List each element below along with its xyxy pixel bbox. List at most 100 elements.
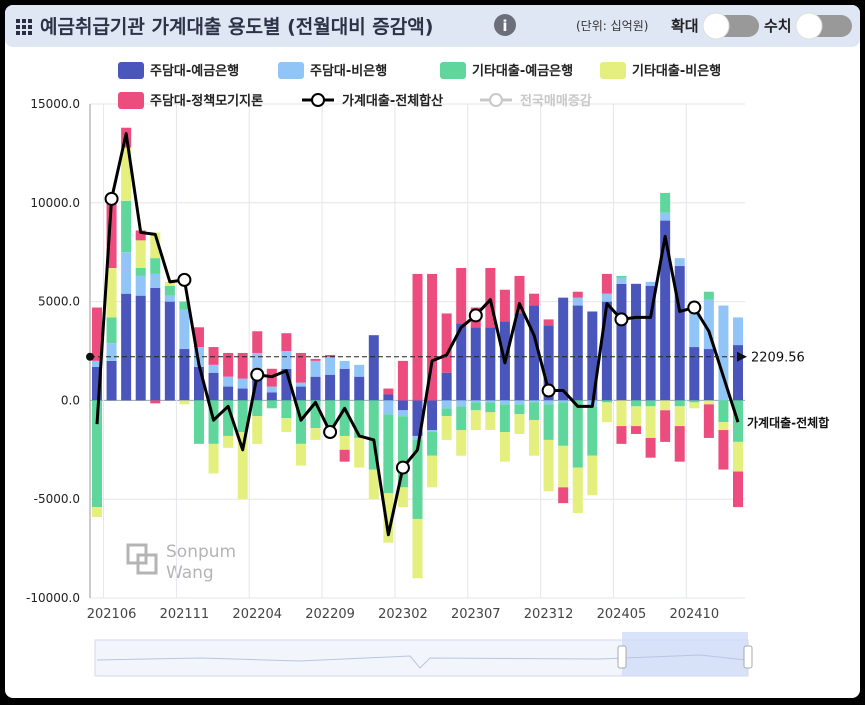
bar xyxy=(645,437,656,458)
x-tick-label: 202111 xyxy=(160,607,210,622)
bar xyxy=(164,281,175,286)
reference-dot xyxy=(86,352,94,361)
toggle-knob xyxy=(795,12,823,40)
legend-item[interactable]: 기타대출-비은행 xyxy=(600,62,721,79)
line xyxy=(95,132,740,537)
bar xyxy=(499,432,510,462)
bar xyxy=(587,406,598,456)
legend-swatch xyxy=(118,62,144,79)
bar xyxy=(150,232,161,259)
bar xyxy=(223,400,234,436)
bar xyxy=(558,445,569,488)
bar xyxy=(237,378,248,389)
point-marker xyxy=(323,425,338,440)
legend-item[interactable]: 가계대출-전체합산 xyxy=(302,93,443,109)
unit: (단위: 십억원) xyxy=(576,19,648,33)
bar xyxy=(645,406,656,438)
x-tick-label: 202405 xyxy=(597,607,647,622)
menu-icon[interactable] xyxy=(16,19,32,35)
bar xyxy=(295,382,306,387)
bar xyxy=(572,400,583,468)
bar xyxy=(412,400,423,436)
bar xyxy=(529,402,540,421)
bar xyxy=(325,354,336,357)
bar xyxy=(733,345,743,401)
point-marker xyxy=(104,191,119,206)
bar xyxy=(601,293,612,302)
bar xyxy=(208,372,219,401)
bar xyxy=(703,291,714,300)
bar xyxy=(135,275,146,296)
legend-label: 가계대출-전체합산 xyxy=(342,93,443,109)
bar xyxy=(470,400,481,403)
legend-label: 전국매매증감 xyxy=(520,93,592,109)
bar xyxy=(733,441,743,472)
bar xyxy=(223,386,234,401)
bar xyxy=(529,420,540,456)
point-marker xyxy=(250,367,265,382)
bar xyxy=(295,400,306,444)
bar xyxy=(121,252,132,294)
bar xyxy=(689,347,700,401)
x-tick-label: 202410 xyxy=(669,607,719,622)
bar xyxy=(92,360,102,367)
y-tick-label: 5000.0 xyxy=(38,295,80,309)
bar xyxy=(135,295,146,401)
bar xyxy=(601,273,612,294)
bar xyxy=(150,273,161,288)
bar xyxy=(92,366,102,401)
info-icon[interactable] xyxy=(494,14,516,36)
point-marker xyxy=(468,308,483,323)
bar xyxy=(339,400,350,436)
bar xyxy=(135,240,146,269)
legend-swatch xyxy=(489,93,503,107)
y-tick-label: 15000.0 xyxy=(30,97,80,111)
bar xyxy=(703,349,714,401)
bar xyxy=(281,400,292,419)
point-marker xyxy=(614,312,629,327)
bar xyxy=(616,426,627,444)
legend-item[interactable]: 전국매매증감 xyxy=(480,93,592,109)
bar xyxy=(266,392,277,401)
y-tick-label: -5000.0 xyxy=(34,492,80,506)
legend-item[interactable]: 주담대-예금은행 xyxy=(118,62,239,79)
bar xyxy=(703,404,714,438)
bar xyxy=(164,301,175,401)
bar xyxy=(252,352,263,373)
bar xyxy=(179,349,190,401)
bar xyxy=(674,426,685,462)
navigator[interactable] xyxy=(94,632,753,677)
bar xyxy=(106,268,117,318)
bar xyxy=(645,400,656,407)
bar xyxy=(368,400,379,470)
bar xyxy=(543,404,554,440)
legend-swatch xyxy=(311,93,325,107)
bar xyxy=(310,400,321,429)
bar xyxy=(587,455,598,496)
bar xyxy=(587,311,598,401)
title: 예금취급기관 가계대출 용도별 (전월대비 증감액) xyxy=(40,16,433,38)
bar xyxy=(572,467,583,514)
bar xyxy=(499,289,510,322)
bar xyxy=(601,400,612,403)
bar xyxy=(427,273,438,401)
bar xyxy=(485,412,496,431)
bar xyxy=(441,400,452,409)
legend-item[interactable]: 주담대-정책모기지론 xyxy=(118,92,263,109)
bar xyxy=(529,400,540,403)
bar xyxy=(397,400,408,411)
bar xyxy=(514,414,525,434)
bar xyxy=(543,325,554,401)
bar xyxy=(150,400,161,404)
watermark: Sonpum Wang xyxy=(126,542,236,583)
info-glyph: i xyxy=(502,17,507,35)
bar xyxy=(295,443,306,466)
bar xyxy=(121,293,132,401)
bar xyxy=(135,268,146,276)
bar xyxy=(237,432,248,500)
bar xyxy=(281,333,292,351)
legend-item[interactable]: 주담대-비은행 xyxy=(278,62,387,79)
legend-item[interactable]: 기타대출-예금은행 xyxy=(440,62,573,79)
